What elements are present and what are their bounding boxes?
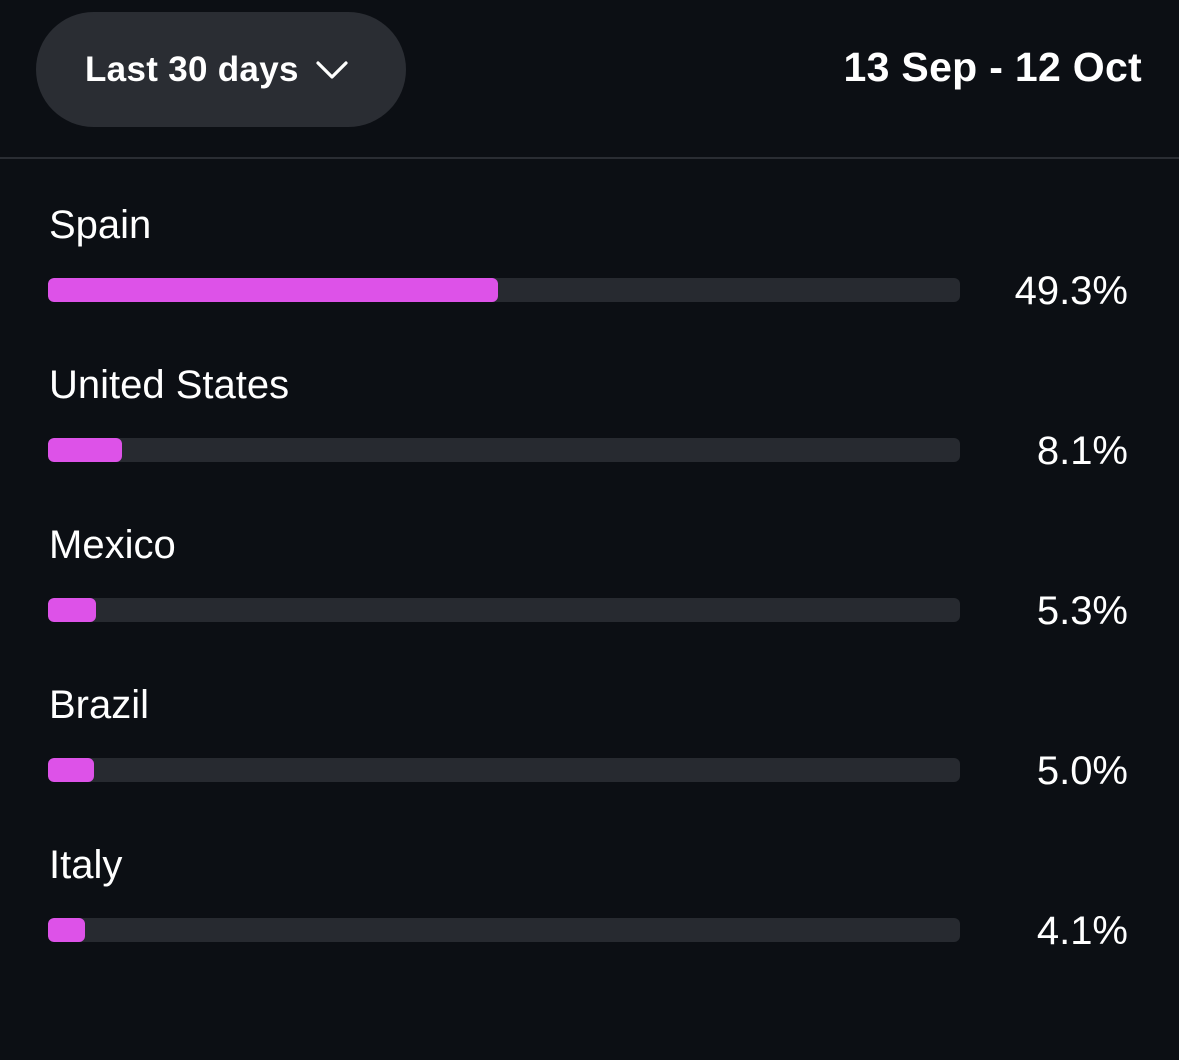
- progress-track: [48, 758, 960, 782]
- country-percent: 5.0%: [1036, 749, 1128, 793]
- country-percent: 49.3%: [1014, 269, 1128, 313]
- chevron-down-icon: [315, 53, 349, 87]
- country-row: United States 8.1%: [0, 319, 1179, 479]
- country-name: Spain: [49, 203, 152, 247]
- progress-fill: [48, 278, 498, 302]
- country-row: Italy 4.1%: [0, 799, 1179, 959]
- progress-track: [48, 438, 960, 462]
- date-range-dropdown[interactable]: Last 30 days: [36, 12, 406, 127]
- country-list: Spain 49.3% United States 8.1% Mexico 5.…: [0, 159, 1179, 959]
- country-row: Brazil 5.0%: [0, 639, 1179, 799]
- country-percent: 8.1%: [1036, 429, 1128, 473]
- country-name: Italy: [49, 843, 123, 887]
- progress-fill: [48, 758, 94, 782]
- country-name: Brazil: [49, 683, 150, 727]
- date-range-dropdown-label: Last 30 days: [85, 49, 299, 89]
- date-range-text: 13 Sep - 12 Oct: [843, 44, 1142, 90]
- progress-track: [48, 918, 960, 942]
- progress-track: [48, 278, 960, 302]
- progress-fill: [48, 598, 97, 622]
- country-name: Mexico: [49, 523, 176, 567]
- header: Last 30 days 13 Sep - 12 Oct: [0, 0, 1179, 157]
- country-row: Spain 49.3%: [0, 159, 1179, 319]
- country-row: Mexico 5.3%: [0, 479, 1179, 639]
- country-percent: 5.3%: [1036, 589, 1128, 633]
- divider: [0, 157, 1179, 159]
- progress-fill: [48, 438, 122, 462]
- progress-track: [48, 598, 960, 622]
- progress-fill: [48, 918, 86, 942]
- country-name: United States: [49, 363, 290, 407]
- country-percent: 4.1%: [1036, 909, 1128, 953]
